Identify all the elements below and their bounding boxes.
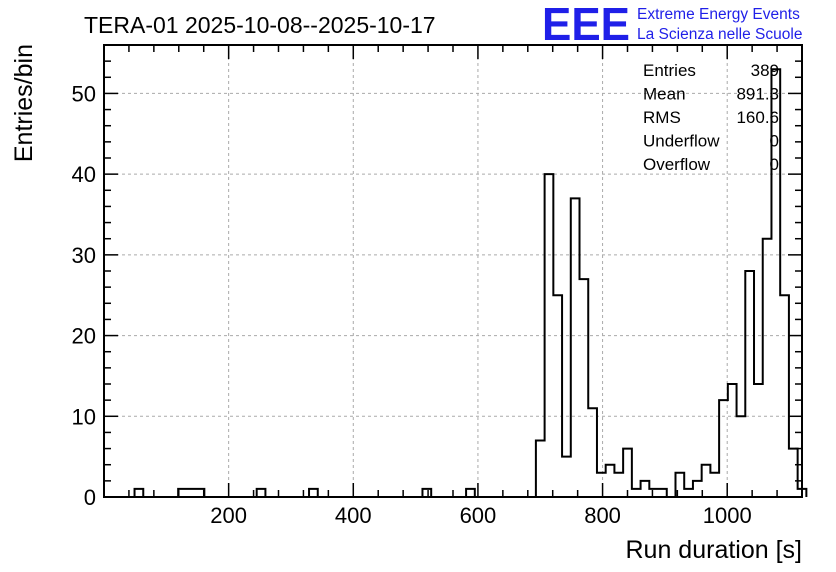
stats-label: Underflow: [643, 132, 720, 151]
stats-label: Mean: [643, 85, 686, 104]
histogram-bin: [562, 457, 571, 497]
histogram-bin: [658, 489, 667, 497]
stats-value: 389: [751, 61, 779, 80]
histogram-bin: [745, 271, 754, 497]
tick-labels: 200 400 600 800 1000 0 10 20 30 40 50: [72, 81, 752, 528]
plot-frame: [103, 44, 803, 498]
grid-lines: [104, 45, 802, 497]
stats-label: RMS: [643, 108, 681, 127]
x-tick-label: 600: [460, 503, 497, 528]
y-tick-label: 10: [72, 404, 96, 429]
histogram-bin: [710, 473, 719, 497]
x-tick-label: 200: [210, 503, 247, 528]
histogram-series-outline: [125, 68, 808, 498]
histogram-bin: [623, 449, 632, 497]
histogram-bin: [606, 465, 615, 497]
histogram-bin: [597, 473, 606, 497]
stats-box: Entries 389 Mean 891.3 RMS 160.6 Underflow 0 Ove…: [643, 61, 779, 174]
eee-logo-line1: Extreme Energy Events: [637, 6, 800, 23]
histogram-bin: [693, 481, 702, 497]
x-axis-title: Run duration [s]: [626, 536, 803, 564]
eee-logo-line2: La Scienza nelle Scuole: [637, 26, 802, 43]
axis-ticks: [104, 44, 802, 497]
histogram-bin: [466, 489, 475, 497]
histogram-bin: [571, 198, 580, 497]
histogram-bin: [728, 384, 737, 497]
histogram-bin: [641, 481, 650, 497]
histogram-bin: [649, 489, 658, 497]
histogram-bin: [309, 489, 318, 497]
y-tick-label: 30: [72, 243, 96, 268]
stats-label: Overflow: [643, 155, 711, 174]
histogram-bin: [187, 489, 196, 497]
chart-title: TERA-01 2025-10-08--2025-10-17: [84, 12, 436, 38]
histogram-bin: [580, 279, 589, 497]
histogram-bin: [632, 489, 641, 497]
histogram-bin: [257, 489, 266, 497]
histogram-bin: [780, 295, 789, 497]
x-tick-label: 400: [335, 503, 372, 528]
y-axis-title: Entries/bin: [10, 44, 38, 162]
histogram-bin: [789, 449, 798, 497]
histogram-bin: [719, 400, 728, 497]
y-tick-label: 40: [72, 162, 96, 187]
eee-logo: EEE Extreme Energy Events La Scienza nel…: [542, 0, 802, 50]
x-tick-label: 800: [584, 503, 621, 528]
histogram-bin: [422, 489, 431, 497]
stats-value: 0: [770, 155, 779, 174]
histogram-bin: [135, 489, 144, 497]
y-tick-label: 50: [72, 81, 96, 106]
histogram-bin: [588, 408, 597, 497]
y-tick-label: 0: [84, 485, 96, 510]
histogram-bin: [536, 441, 545, 498]
stats-value: 0: [770, 132, 779, 151]
stats-value: 891.3: [736, 85, 779, 104]
histogram-bin: [754, 384, 763, 497]
histogram-bin: [684, 489, 693, 497]
histogram-bin: [553, 295, 562, 497]
histogram-bin: [763, 239, 772, 497]
x-tick-label: 1000: [703, 503, 752, 528]
histogram-bin: [614, 473, 623, 497]
y-tick-label: 20: [72, 324, 96, 349]
eee-logo-mark: EEE: [542, 0, 630, 50]
histogram-bin: [737, 416, 746, 497]
stats-value: 160.6: [736, 108, 779, 127]
stats-label: Entries: [643, 61, 696, 80]
